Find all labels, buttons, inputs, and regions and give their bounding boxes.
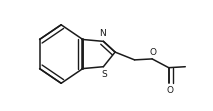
Text: S: S [101,70,107,79]
Text: N: N [99,29,106,38]
Text: O: O [150,48,157,57]
Text: O: O [166,86,173,95]
